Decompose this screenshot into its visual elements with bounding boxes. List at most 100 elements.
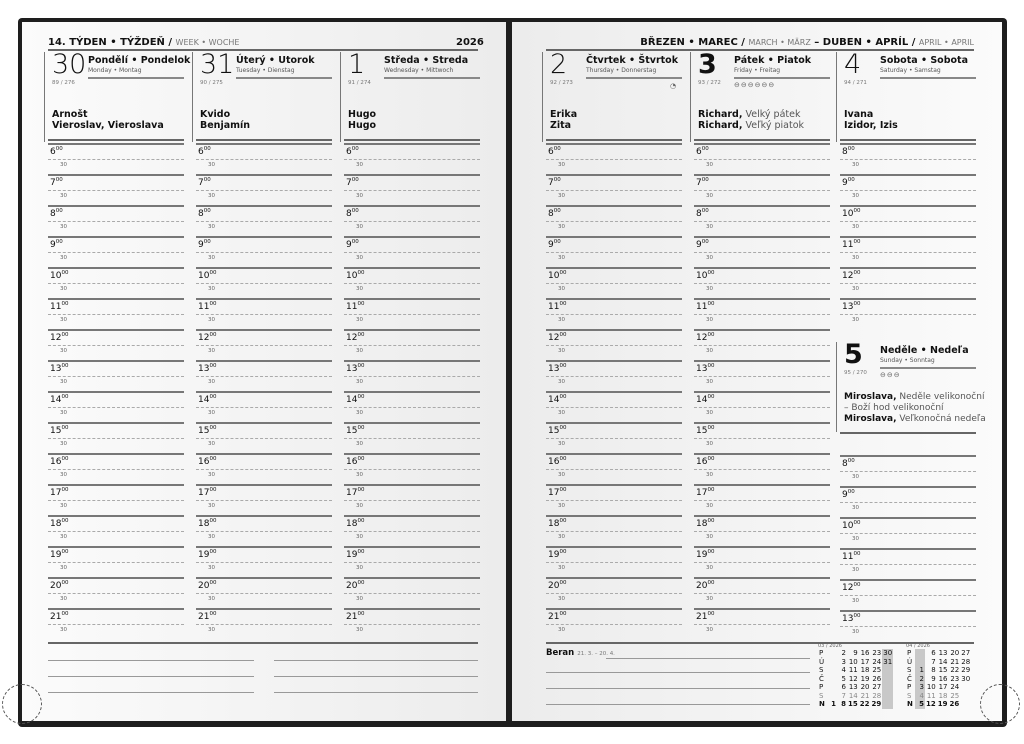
hour-slot[interactable]: 1100 30 xyxy=(196,298,332,329)
hour-slot[interactable]: 1200 30 xyxy=(344,329,480,360)
hour-slot[interactable]: 1900 30 xyxy=(546,546,682,577)
calendar-day[interactable] xyxy=(827,649,837,658)
hour-slot[interactable]: 1100 30 xyxy=(840,548,976,579)
hour-slot[interactable]: 1000 30 xyxy=(840,205,976,236)
hour-slot[interactable]: 2100 30 xyxy=(694,608,830,639)
calendar-day[interactable]: 23 xyxy=(950,674,960,683)
hour-slot[interactable]: 1900 30 xyxy=(344,546,480,577)
calendar-day[interactable]: 14 xyxy=(938,657,948,666)
hour-slot[interactable]: 1600 30 xyxy=(196,453,332,484)
calendar-day[interactable]: 6 xyxy=(841,683,846,691)
hour-slot[interactable]: 1300 30 xyxy=(840,298,976,329)
calendar-day[interactable]: 13 xyxy=(848,683,858,691)
hour-slot[interactable]: 1700 30 xyxy=(344,484,480,515)
hour-slot[interactable]: 2100 30 xyxy=(546,608,682,639)
hour-slot[interactable]: 1100 30 xyxy=(344,298,480,329)
calendar-day[interactable]: 27 xyxy=(961,649,971,657)
hour-slot[interactable]: 1400 30 xyxy=(196,391,332,422)
hour-slot[interactable]: 1600 30 xyxy=(546,453,682,484)
hour-slot[interactable]: 1800 30 xyxy=(546,515,682,546)
calendar-day[interactable]: 17 xyxy=(860,657,870,666)
hour-slot[interactable]: 1800 30 xyxy=(48,515,184,546)
hour-slot[interactable]: 1700 30 xyxy=(48,484,184,515)
hour-slot[interactable]: 700 30 xyxy=(344,174,480,205)
hour-slot[interactable]: 1300 30 xyxy=(344,360,480,391)
hour-slot[interactable]: 1500 30 xyxy=(694,422,830,453)
calendar-day[interactable]: 18 xyxy=(860,666,870,674)
hour-slot[interactable]: 1200 30 xyxy=(694,329,830,360)
calendar-day[interactable]: 9 xyxy=(931,674,936,683)
calendar-day[interactable]: 2 xyxy=(915,674,925,683)
calendar-day[interactable]: 26 xyxy=(872,674,882,683)
calendar-day[interactable]: 11 xyxy=(848,666,858,674)
hour-slot[interactable]: 1800 30 xyxy=(196,515,332,546)
calendar-day[interactable]: 3 xyxy=(915,683,925,692)
calendar-day[interactable]: 24 xyxy=(950,683,960,691)
hour-slot[interactable]: 1400 30 xyxy=(344,391,480,422)
calendar-day[interactable]: 9 xyxy=(853,649,858,657)
calendar-day[interactable]: 12 xyxy=(848,674,858,683)
hour-slot[interactable]: 1200 30 xyxy=(48,329,184,360)
hour-slot[interactable]: 1100 30 xyxy=(546,298,682,329)
calendar-day[interactable]: 5 xyxy=(841,674,846,683)
hour-slot[interactable]: 1500 30 xyxy=(196,422,332,453)
calendar-day[interactable] xyxy=(960,692,971,701)
calendar-day[interactable]: 22 xyxy=(859,700,870,708)
hour-slot[interactable]: 1600 30 xyxy=(344,453,480,484)
hour-slot[interactable]: 1600 30 xyxy=(694,453,830,484)
calendar-day[interactable]: 30 xyxy=(882,649,894,658)
hour-slot[interactable]: 1900 30 xyxy=(196,546,332,577)
calendar-day[interactable]: 24 xyxy=(872,657,882,666)
hour-slot[interactable]: 1300 30 xyxy=(546,360,682,391)
calendar-day[interactable] xyxy=(827,675,837,684)
hour-slot[interactable]: 1300 30 xyxy=(196,360,332,391)
hour-slot[interactable]: 1100 30 xyxy=(840,236,976,267)
calendar-day[interactable]: 7 xyxy=(931,657,936,666)
hour-slot[interactable]: 600 30 xyxy=(48,143,184,174)
calendar-day[interactable] xyxy=(882,683,894,692)
hour-slot[interactable]: 2000 30 xyxy=(694,577,830,608)
calendar-day[interactable]: 25 xyxy=(872,666,882,674)
calendar-day[interactable] xyxy=(915,649,925,658)
hour-slot[interactable]: 1400 30 xyxy=(546,391,682,422)
hour-slot[interactable]: 1500 30 xyxy=(344,422,480,453)
calendar-day[interactable]: 18 xyxy=(938,691,948,700)
calendar-day[interactable]: 10 xyxy=(926,683,936,691)
calendar-day[interactable]: 3 xyxy=(841,657,846,666)
calendar-day[interactable]: 11 xyxy=(926,691,936,700)
hour-slot[interactable]: 1000 30 xyxy=(344,267,480,298)
hour-slot[interactable]: 800 30 xyxy=(840,143,976,174)
calendar-day[interactable]: 20 xyxy=(860,683,870,691)
hour-slot[interactable]: 1600 30 xyxy=(48,453,184,484)
hour-slot[interactable]: 800 30 xyxy=(344,205,480,236)
calendar-day[interactable]: 4 xyxy=(915,691,925,700)
hour-slot[interactable]: 900 30 xyxy=(840,486,976,517)
hour-slot[interactable]: 600 30 xyxy=(196,143,332,174)
calendar-day[interactable] xyxy=(882,691,894,700)
hour-slot[interactable]: 1000 30 xyxy=(546,267,682,298)
calendar-day[interactable]: 15 xyxy=(938,666,948,674)
calendar-day[interactable] xyxy=(827,666,837,675)
hour-slot[interactable]: 1400 30 xyxy=(48,391,184,422)
calendar-day[interactable]: 26 xyxy=(949,700,960,708)
hour-slot[interactable]: 1100 30 xyxy=(694,298,830,329)
hour-slot[interactable]: 1500 30 xyxy=(546,422,682,453)
hour-slot[interactable]: 2000 30 xyxy=(196,577,332,608)
hour-slot[interactable]: 2100 30 xyxy=(196,608,332,639)
hour-slot[interactable]: 1700 30 xyxy=(694,484,830,515)
calendar-day[interactable]: 28 xyxy=(961,657,971,666)
hour-slot[interactable]: 800 30 xyxy=(546,205,682,236)
hour-slot[interactable]: 1700 30 xyxy=(196,484,332,515)
hour-slot[interactable]: 800 30 xyxy=(48,205,184,236)
calendar-day[interactable] xyxy=(827,683,837,692)
calendar-day[interactable]: 16 xyxy=(860,649,870,657)
hour-slot[interactable]: 1400 30 xyxy=(694,391,830,422)
hour-slot[interactable]: 800 30 xyxy=(840,455,976,486)
calendar-day[interactable]: 15 xyxy=(848,700,858,708)
hour-slot[interactable]: 1000 30 xyxy=(840,517,976,548)
hour-slot[interactable]: 600 30 xyxy=(344,143,480,174)
hour-slot[interactable]: 1300 30 xyxy=(694,360,830,391)
calendar-day[interactable]: 21 xyxy=(860,691,870,700)
hour-slot[interactable]: 2100 30 xyxy=(48,608,184,639)
calendar-day[interactable]: 29 xyxy=(871,700,882,708)
